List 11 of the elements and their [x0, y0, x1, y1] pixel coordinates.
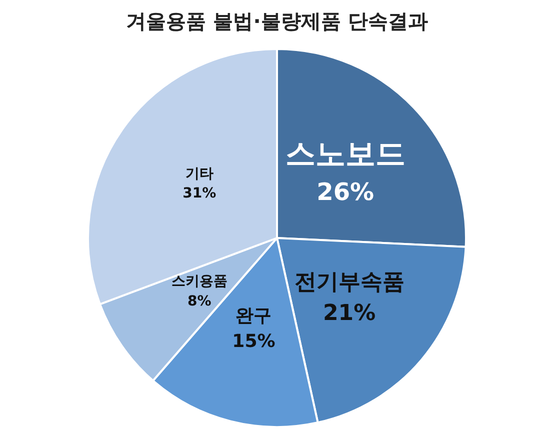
data-label: 8%: [187, 293, 212, 310]
slice-label: 완구: [236, 306, 272, 327]
slice-label: 스키용품: [171, 274, 228, 290]
data-label: 31%: [182, 186, 216, 202]
slice-label: 기타: [185, 166, 214, 182]
data-label: 26%: [316, 178, 374, 206]
slice-label: 전기부속품: [294, 270, 404, 296]
slice-label: 스노보드: [285, 136, 406, 172]
data-label: 21%: [322, 300, 376, 326]
data-label: 15%: [232, 330, 276, 352]
chart-title: 겨울용품 불법·불량제품 단속결과: [125, 8, 429, 35]
